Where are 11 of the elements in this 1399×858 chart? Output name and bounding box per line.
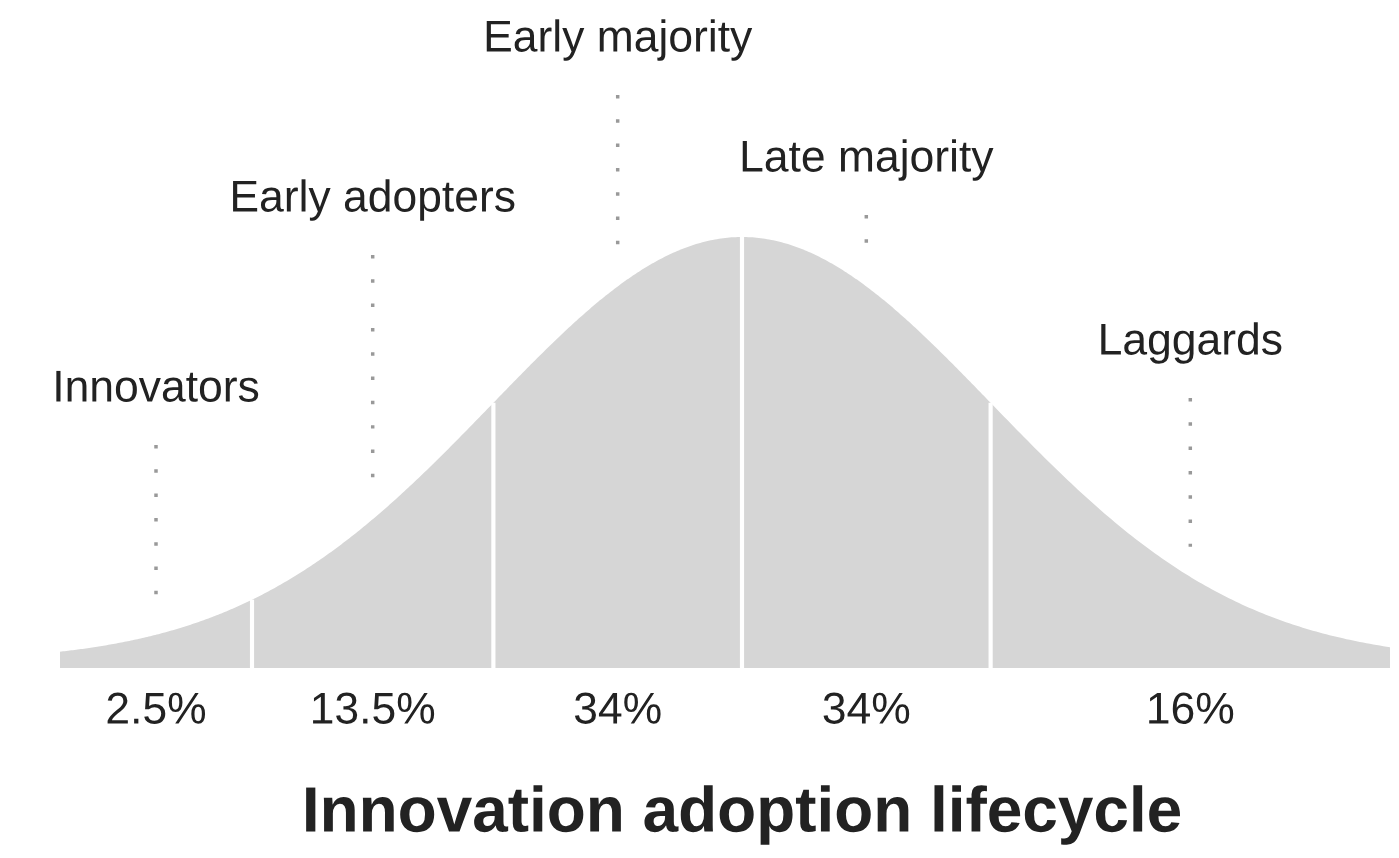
data-label: 2.5% bbox=[107, 692, 206, 724]
data-label: 34% bbox=[823, 692, 910, 724]
data-label: 34% bbox=[574, 692, 661, 724]
data-label: 13.5% bbox=[313, 692, 435, 724]
category-label: Laggards bbox=[1101, 322, 1282, 364]
category-label: Late majority bbox=[742, 139, 994, 181]
text: Innovation adoption lifecycle bbox=[306, 785, 1181, 845]
data-label: 16% bbox=[1149, 692, 1234, 724]
category-label: Innovators bbox=[56, 370, 259, 402]
category-label: Early adopters bbox=[233, 179, 515, 221]
category-label: Early majority bbox=[486, 19, 753, 61]
